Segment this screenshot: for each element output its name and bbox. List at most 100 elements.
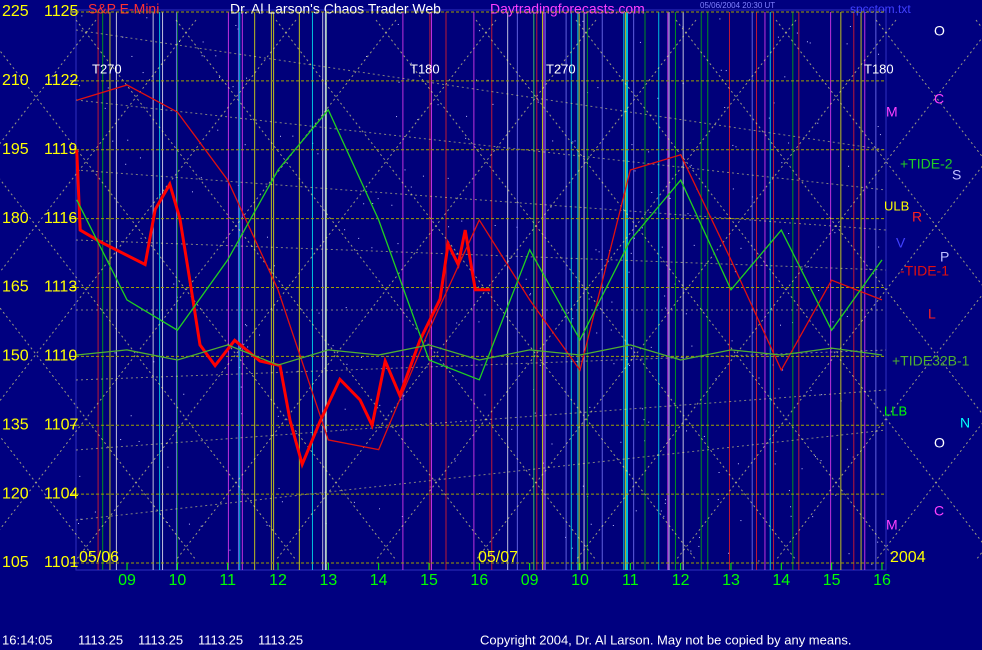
annotation: LLB: [884, 403, 907, 418]
star: [139, 12, 141, 14]
star: [596, 332, 598, 334]
x-tick-label: 16: [470, 572, 488, 589]
date-label: 05/07: [478, 549, 518, 566]
star: [631, 144, 633, 146]
star: [737, 463, 739, 465]
star: [466, 115, 468, 117]
star: [595, 249, 597, 251]
star: [758, 560, 760, 562]
y2-tick-label: 225: [2, 3, 29, 20]
x-tick-label: 16: [873, 572, 891, 589]
star: [817, 122, 819, 124]
star: [651, 191, 653, 193]
star: [731, 340, 733, 342]
y2-tick-label: 180: [2, 210, 29, 227]
x-tick-label: 15: [420, 572, 438, 589]
star: [620, 441, 622, 443]
star: [266, 236, 268, 238]
y-tick-label: 1113: [44, 279, 77, 296]
star: [650, 346, 652, 348]
star: [848, 553, 850, 555]
star: [719, 18, 721, 20]
star: [698, 536, 700, 538]
planet-label: M: [886, 517, 898, 533]
x-tick-label: 13: [319, 572, 337, 589]
star: [690, 550, 692, 552]
star: [422, 175, 424, 177]
star: [397, 23, 399, 25]
star: [728, 552, 730, 554]
star: [410, 186, 412, 188]
star: [775, 450, 777, 452]
star: [788, 233, 790, 235]
star: [200, 525, 202, 527]
star: [437, 104, 439, 106]
slope-line: [75, 29, 887, 151]
star: [815, 456, 817, 458]
star: [790, 506, 792, 508]
legend-label: +TIDE-2: [900, 156, 953, 172]
star: [740, 520, 742, 522]
star: [487, 79, 489, 81]
star: [178, 40, 180, 42]
star: [417, 119, 419, 121]
star: [849, 25, 851, 27]
star: [630, 252, 632, 254]
star: [693, 244, 695, 246]
legend-label: -TIDE-1: [900, 263, 949, 279]
slope-line: [75, 169, 887, 231]
star: [735, 146, 737, 148]
star: [691, 345, 693, 347]
star: [241, 413, 243, 415]
star: [664, 502, 666, 504]
star: [796, 32, 798, 34]
star: [244, 144, 246, 146]
star: [878, 246, 880, 248]
star: [807, 266, 809, 268]
y-tick-label: 1119: [44, 141, 77, 158]
diagonal: [775, 294, 982, 561]
star: [879, 134, 881, 136]
star: [377, 198, 379, 200]
star: [401, 516, 403, 518]
instrument: S&P E-Mini: [88, 1, 159, 17]
star: [278, 487, 280, 489]
star: [318, 312, 320, 314]
star: [588, 298, 590, 300]
star: [346, 363, 348, 365]
star: [122, 36, 124, 38]
star: [834, 232, 836, 234]
star: [812, 516, 814, 518]
planet-label: R: [912, 209, 922, 225]
diagonal: [0, 435, 97, 561]
star: [698, 545, 700, 547]
slope-line: [75, 349, 887, 381]
star: [509, 257, 511, 259]
y-tick-label: 1101: [44, 554, 79, 571]
star: [79, 85, 81, 87]
y2-tick-label: 105: [2, 554, 29, 571]
star: [809, 42, 811, 44]
star: [788, 490, 790, 492]
x-tick-label: 14: [370, 572, 388, 589]
star: [178, 538, 180, 540]
y-tick-label: 1110: [44, 348, 77, 365]
annotation: ULB: [884, 198, 909, 213]
star: [479, 30, 481, 32]
star: [217, 129, 219, 131]
star: [635, 510, 637, 512]
star: [366, 55, 368, 57]
diagonal: [575, 37, 982, 561]
star: [114, 352, 116, 354]
x-tick-label: 12: [672, 572, 690, 589]
x-tick-label: 10: [168, 572, 186, 589]
star: [371, 247, 373, 249]
star: [877, 541, 879, 543]
star: [734, 271, 736, 273]
star: [188, 523, 190, 525]
star: [279, 135, 281, 137]
star: [835, 494, 837, 496]
star: [641, 227, 643, 229]
star: [235, 24, 237, 26]
planet-label: C: [934, 91, 944, 107]
